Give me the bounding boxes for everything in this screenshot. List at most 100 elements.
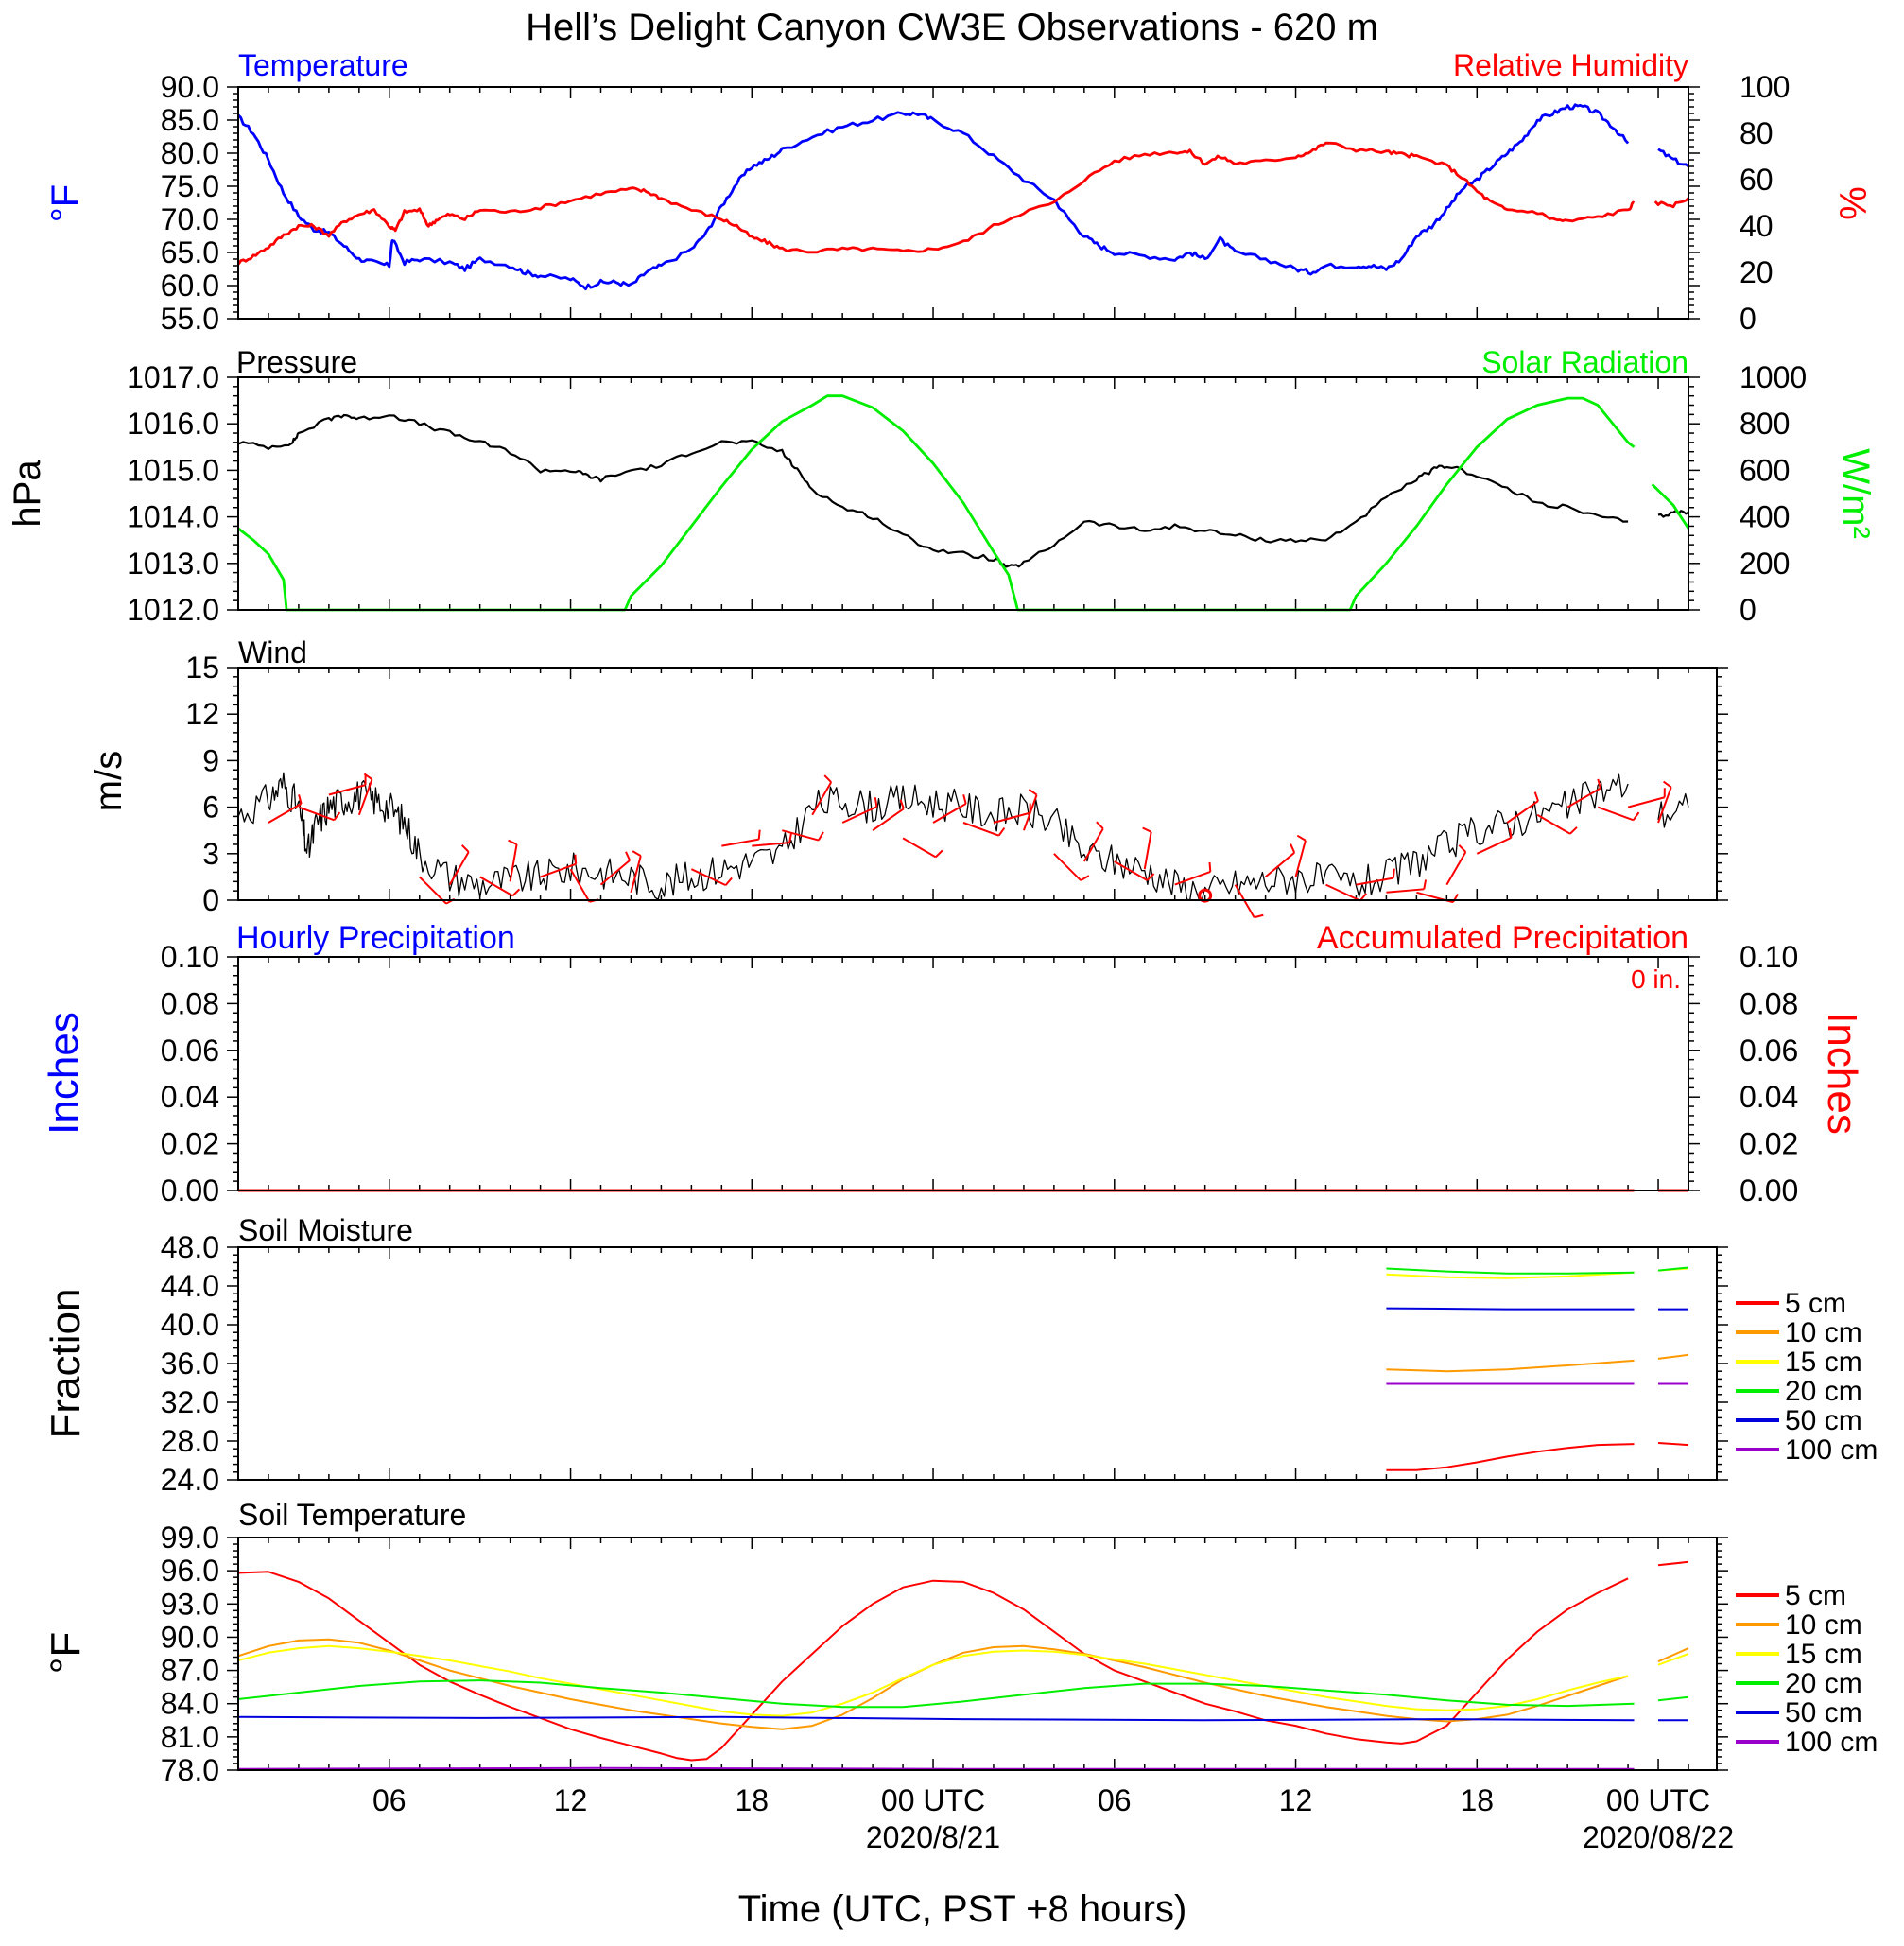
soil-temperature-y-tick-labels: 78.081.084.087.090.093.096.099.0 xyxy=(161,1520,219,1787)
y-tick-label: 40.0 xyxy=(161,1308,219,1342)
y-right-tick-label: 200 xyxy=(1740,547,1790,581)
wind-barb xyxy=(1566,787,1601,808)
y-tick-label: 1017.0 xyxy=(127,360,219,394)
wind-barb xyxy=(1294,840,1307,877)
wind-barb xyxy=(1445,851,1467,886)
temperature-title: Temperature xyxy=(238,48,408,82)
soil-temperature-frame xyxy=(237,1537,1718,1771)
y-right-tick-label: 60 xyxy=(1740,163,1774,197)
y-right-tick-label: 0.04 xyxy=(1740,1080,1798,1114)
wind-barb-flag xyxy=(1569,826,1578,835)
y-tick-label: 81.0 xyxy=(161,1720,219,1754)
wind-barb xyxy=(1174,870,1211,886)
x-tick-label: 12 xyxy=(554,1783,588,1817)
solar-title: Solar Radiation xyxy=(1481,345,1688,379)
wind-panel: Wind m/s 0 3 6 9 12 15 xyxy=(88,635,1728,919)
y-tick-label: 3 xyxy=(202,837,219,871)
wind-barb xyxy=(841,806,877,824)
wind-barb-flag xyxy=(1663,780,1672,789)
wind-barb xyxy=(1082,827,1104,862)
wind-barb xyxy=(298,806,335,822)
soil-temperature-title: Soil Temperature xyxy=(238,1498,466,1532)
wind-barb xyxy=(781,829,820,842)
y-tick-label: 0.06 xyxy=(161,1034,219,1068)
wind-barb-flag xyxy=(632,850,642,858)
wind-barb-flag xyxy=(818,831,824,842)
y-tick-label: 15 xyxy=(185,651,219,685)
wind-barb xyxy=(630,855,642,894)
wind-barb-flag xyxy=(1392,868,1395,878)
wind-barb xyxy=(479,876,513,897)
wind-barb xyxy=(962,822,999,837)
wind-barb-flag xyxy=(1208,861,1212,872)
hourly-precip-unit: Inches xyxy=(41,1012,87,1135)
wind-barb xyxy=(569,868,591,903)
wind-barb xyxy=(328,784,366,796)
wind-barb xyxy=(448,851,470,886)
wind-barb-flag xyxy=(899,799,905,809)
y-right-tick-label: 0.02 xyxy=(1740,1127,1798,1161)
pressure-y-tick-labels: 1012.0 1013.0 1014.0 1015.0 1016.0 1017.0 xyxy=(127,360,219,627)
wind-barb-flag xyxy=(1423,879,1428,890)
legend-label: 15 cm xyxy=(1785,1639,1862,1670)
x-tick-label: 18 xyxy=(1460,1783,1494,1817)
legend-label: 15 cm xyxy=(1785,1347,1862,1378)
wind-barb-flag xyxy=(1028,788,1038,796)
soil-moisture-panel: Soil Moisture Fraction 24.0 28.0 32.0 36.0 4… xyxy=(43,1213,1878,1497)
wind-barb xyxy=(599,860,631,886)
series-line-50-cm xyxy=(1386,1307,1688,1311)
y-tick-label: 85.0 xyxy=(161,103,219,137)
series-line-solar-radiation xyxy=(237,394,1690,612)
wind-barb-flag xyxy=(1508,827,1513,839)
wind-barb xyxy=(1386,888,1425,894)
y-tick-label: 1016.0 xyxy=(127,407,219,441)
y-tick-label: 93.0 xyxy=(161,1587,219,1621)
wind-barb-flag xyxy=(724,877,733,886)
wind-barb xyxy=(993,811,1030,824)
temperature-unit: °F xyxy=(44,184,86,222)
soil-moisture-frame xyxy=(237,1246,1718,1481)
soil-moisture-series xyxy=(1386,1266,1689,1471)
legend-label: 50 cm xyxy=(1785,1405,1862,1436)
y-right-tick-label: 40 xyxy=(1740,209,1774,243)
y-tick-label: 12 xyxy=(185,697,219,731)
y-tick-label: 60.0 xyxy=(161,269,219,303)
wind-barb-flag xyxy=(511,888,521,897)
y-right-tick-label: 0.08 xyxy=(1740,986,1798,1020)
x-tick-label: 06 xyxy=(372,1783,407,1817)
legend-label: 20 cm xyxy=(1785,1668,1862,1699)
y-tick-label: 28.0 xyxy=(161,1424,219,1458)
wind-barb xyxy=(690,868,727,887)
series-line-5-cm xyxy=(1386,1442,1689,1471)
y-tick-label: 70.0 xyxy=(161,202,219,236)
wind-barb-flag xyxy=(962,794,967,805)
wind-barb xyxy=(1264,851,1295,878)
precipitation-panel: Hourly Precipitation Accumulated Precipi… xyxy=(41,920,1865,1208)
pressure-title: Pressure xyxy=(236,345,357,379)
legend-label: 5 cm xyxy=(1785,1288,1846,1319)
pressure-series xyxy=(237,394,1690,612)
wind-barb xyxy=(268,803,303,824)
y-tick-label: 36.0 xyxy=(161,1347,219,1381)
y-tick-label: 90.0 xyxy=(161,1620,219,1654)
wind-barb-flag xyxy=(1096,821,1104,830)
x-date-label: 2020/8/21 xyxy=(866,1820,1000,1854)
y-right-tick-label: 0.10 xyxy=(1740,940,1798,974)
wind-title: Wind xyxy=(238,635,307,669)
wind-barb xyxy=(1597,806,1635,822)
wind-barb xyxy=(811,781,833,816)
y-tick-label: 32.0 xyxy=(161,1385,219,1419)
wind-barb-flag xyxy=(1458,844,1467,853)
x-date-labels: 2020/8/21 2020/08/22 xyxy=(866,1820,1734,1854)
y-right-tick-label: 1000 xyxy=(1740,360,1807,394)
y-right-tick-label: 800 xyxy=(1740,407,1790,441)
wind-barb-flag xyxy=(1146,873,1155,881)
wind-barb xyxy=(1657,787,1672,824)
series-line-pressure xyxy=(237,413,1689,568)
wind-barb xyxy=(1476,836,1512,855)
y-right-tick-label: 20 xyxy=(1740,255,1774,289)
y-tick-label: 44.0 xyxy=(161,1269,219,1303)
y-tick-label: 0 xyxy=(202,883,219,917)
